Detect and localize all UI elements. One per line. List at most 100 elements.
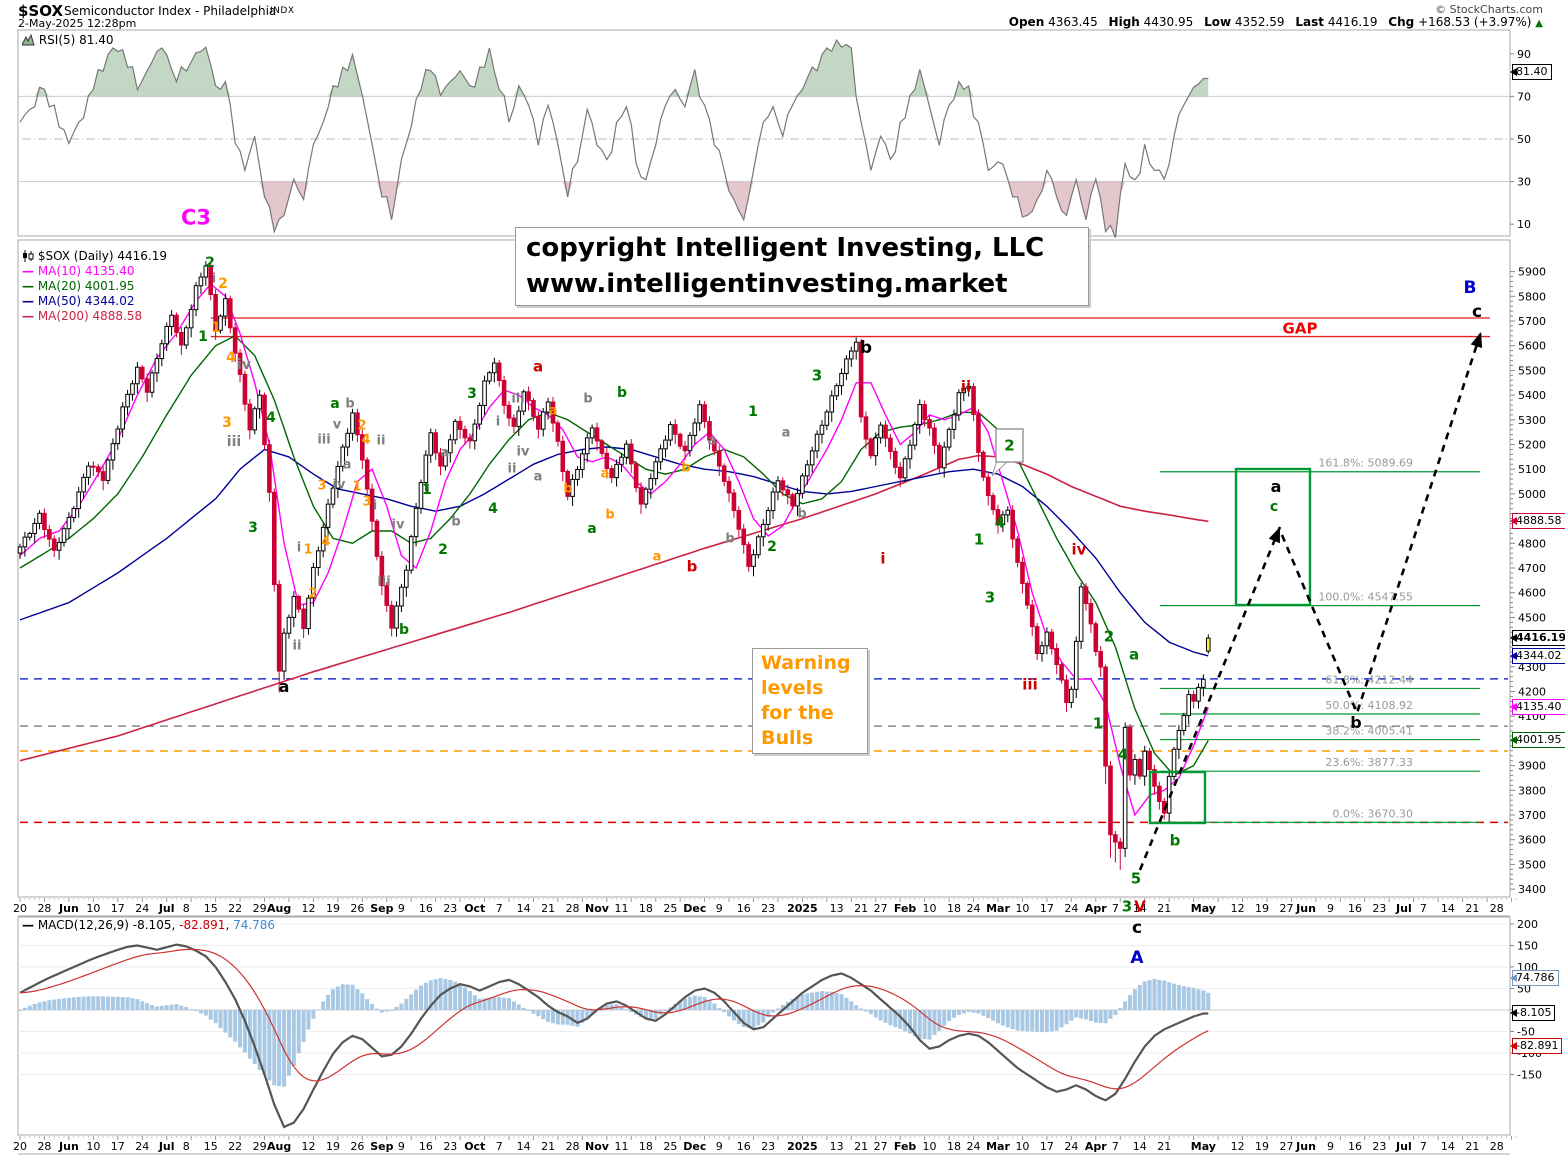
wave-annotation: iv — [392, 518, 405, 533]
sep2: , — [225, 918, 234, 932]
wave-annotation: 4 — [361, 433, 370, 448]
svg-text:9: 9 — [716, 1140, 723, 1153]
svg-text:0.0%: 3670.30: 0.0%: 3670.30 — [1332, 807, 1413, 820]
svg-text:-50: -50 — [1517, 1026, 1535, 1039]
svg-text:13: 13 — [830, 1140, 844, 1153]
svg-text:18: 18 — [639, 902, 653, 915]
svg-text:18: 18 — [947, 1140, 961, 1153]
wave-annotation: 3 — [1122, 897, 1132, 915]
svg-text:17: 17 — [1040, 1140, 1054, 1153]
svg-text:7: 7 — [1112, 1140, 1119, 1153]
ma50-dash-icon: — — [22, 294, 34, 308]
wave-annotation: 1 — [198, 329, 208, 345]
axis-value-badge: 74.786 — [1510, 969, 1559, 986]
macd-hist-value: 74.786 — [233, 918, 276, 932]
svg-text:10: 10 — [1517, 218, 1531, 231]
wave-annotation: 4 — [1118, 745, 1128, 763]
svg-text:Mar: Mar — [986, 902, 1010, 915]
wave-annotation: b — [797, 507, 806, 522]
wave-annotation: iii — [511, 392, 524, 407]
wave-annotation: a — [279, 677, 290, 696]
wave-annotation: b — [451, 515, 460, 530]
svg-text:12: 12 — [302, 902, 316, 915]
svg-text:14: 14 — [1441, 902, 1455, 915]
svg-text:11: 11 — [614, 902, 628, 915]
svg-text:14: 14 — [517, 902, 531, 915]
ma20-legend: — MA(20) 4001.95 — [22, 279, 167, 294]
wave-annotation: 1 — [974, 530, 984, 548]
svg-text:28: 28 — [1490, 1140, 1504, 1153]
wave-annotation: 1 — [303, 543, 312, 558]
sep1: , — [171, 918, 180, 932]
svg-text:2: 2 — [1004, 437, 1014, 455]
wave-annotation: 3 — [317, 479, 326, 494]
open-value: 4363.45 — [1048, 15, 1098, 29]
wave-annotation: 1 — [748, 404, 758, 420]
wave-annotation: 3 — [222, 415, 232, 431]
svg-text:5600: 5600 — [1518, 340, 1546, 353]
wave-annotation: b — [860, 338, 872, 358]
wave-annotation: a — [549, 404, 558, 419]
axis-value-badge: 4001.95 — [1510, 732, 1565, 749]
high-label: High — [1108, 15, 1140, 29]
svg-text:3900: 3900 — [1518, 760, 1546, 773]
wave-annotation: 4 — [321, 535, 330, 550]
svg-text:61.8%: 4212.44: 61.8%: 4212.44 — [1325, 673, 1413, 686]
svg-text:25: 25 — [663, 1140, 677, 1153]
svg-text:Jul: Jul — [158, 1140, 175, 1153]
svg-text:7: 7 — [1420, 902, 1427, 915]
wave-annotation: b — [583, 392, 592, 407]
svg-text:16: 16 — [737, 1140, 751, 1153]
wave-annotation: a — [587, 521, 596, 537]
stockcharts-copyright: © StockCharts.com — [1435, 3, 1543, 16]
wave-annotation: a — [330, 396, 339, 412]
svg-text:22: 22 — [228, 902, 242, 915]
wave-annotation: b — [1350, 713, 1361, 732]
warning-line1: Warning — [761, 652, 851, 674]
svg-text:3700: 3700 — [1518, 809, 1546, 822]
svg-text:21: 21 — [854, 902, 868, 915]
svg-text:21: 21 — [854, 1140, 868, 1153]
svg-text:Feb: Feb — [894, 1140, 917, 1153]
svg-text:Jun: Jun — [1295, 1140, 1316, 1153]
wave-annotation: b — [399, 622, 409, 638]
warning-box: Warning levels for the Bulls — [752, 648, 868, 755]
svg-text:3500: 3500 — [1518, 858, 1546, 871]
svg-text:5400: 5400 — [1518, 389, 1546, 402]
svg-text:18: 18 — [639, 1140, 653, 1153]
wave-annotation: b — [681, 461, 690, 476]
wave-annotation: a — [343, 458, 352, 473]
svg-text:Feb: Feb — [894, 902, 917, 915]
svg-text:38.2%: 4005.41: 38.2%: 4005.41 — [1325, 725, 1413, 738]
svg-text:23: 23 — [443, 1140, 457, 1153]
ma50-label: MA(50) 4344.02 — [37, 294, 135, 308]
wave-annotation: b — [725, 532, 734, 547]
svg-text:28: 28 — [37, 1140, 51, 1153]
svg-text:20: 20 — [13, 1140, 27, 1153]
svg-text:19: 19 — [326, 902, 340, 915]
wave-annotation: 1 — [352, 480, 361, 495]
wave-annotation: i — [373, 499, 377, 514]
rsi-legend: RSI(5) 81.40 — [21, 33, 114, 47]
axis-value-badge: 4344.02 — [1510, 647, 1565, 664]
wave-annotation: i — [212, 272, 216, 287]
svg-text:100.0%: 4547.55: 100.0%: 4547.55 — [1318, 591, 1413, 604]
last-label: Last — [1295, 15, 1324, 29]
svg-text:50.0%: 4108.92: 50.0%: 4108.92 — [1325, 699, 1413, 712]
low-label: Low — [1204, 15, 1232, 29]
svg-text:23: 23 — [761, 902, 775, 915]
svg-text:27: 27 — [874, 902, 888, 915]
wave-annotation: V — [1134, 897, 1146, 915]
svg-text:20: 20 — [13, 902, 27, 915]
wave-annotation: i — [496, 415, 500, 430]
axis-value-badge: 81.40 — [1510, 64, 1552, 81]
svg-text:5500: 5500 — [1518, 364, 1546, 377]
svg-text:2025: 2025 — [787, 1140, 818, 1153]
svg-text:28: 28 — [566, 1140, 580, 1153]
candlestick-icon — [23, 250, 34, 262]
ma50-legend: — MA(50) 4344.02 — [22, 294, 167, 309]
svg-text:18: 18 — [947, 902, 961, 915]
svg-text:10: 10 — [1015, 1140, 1029, 1153]
last-value: 4416.19 — [1327, 15, 1378, 29]
svg-text:16: 16 — [419, 902, 433, 915]
